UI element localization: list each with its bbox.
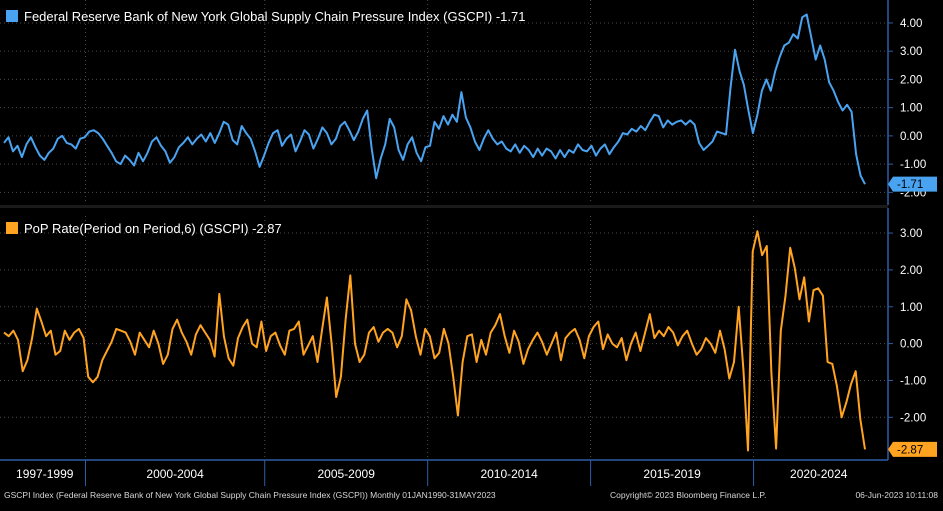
- footer: GSCPI Index (Federal Reserve Bank of New…: [4, 490, 938, 500]
- gscpi-gridlines: [0, 22, 888, 193]
- y-tick-label: 2.00: [900, 265, 922, 277]
- pop-rate-last-value-badge-shape: [888, 441, 937, 457]
- x-tick-label: 1997-1999: [16, 467, 74, 481]
- pop-rate-panel: 3.00 2.00 1.00 0.00 -1.00 -2.00 PoP Rate(Peri…: [0, 208, 937, 460]
- pop-rate-y-ticks: 3.00 2.00 1.00 0.00 -1.00 -2.00: [888, 228, 926, 424]
- y-tick-label: -1.00: [900, 159, 926, 171]
- pop-rate-legend-label: PoP Rate(Period on Period,6) (GSCPI) -2.…: [24, 221, 282, 236]
- pop-rate-gridlines: [0, 232, 888, 418]
- x-tick-label: 2020-2024: [790, 467, 848, 481]
- y-tick-label: 1.00: [900, 302, 922, 314]
- gscpi-last-value-text: -1.71: [897, 179, 923, 191]
- y-tick-label: 1.00: [900, 103, 922, 115]
- gscpi-last-value-badge-shape: [888, 176, 937, 192]
- footer-copyright: Copyright© 2023 Bloomberg Finance L.P.: [610, 490, 766, 500]
- gscpi-legend-label: Federal Reserve Bank of New York Global …: [24, 9, 525, 24]
- pop-rate-last-value-badge: -2.87: [888, 441, 937, 457]
- gscpi-legend: Federal Reserve Bank of New York Global …: [6, 9, 525, 24]
- x-axis-labels: 1997-1999 2000-2004 2005-2009 2010-2014 2015…: [16, 467, 848, 481]
- x-axis: 1997-1999 2000-2004 2005-2009 2010-2014 2015…: [0, 459, 888, 486]
- y-tick-label: 0.00: [900, 339, 922, 351]
- y-tick-label: 4.00: [900, 18, 922, 30]
- pop-rate-legend-swatch: [6, 222, 18, 234]
- x-tick-label: 2000-2004: [146, 467, 204, 481]
- footer-timestamp: 06-Jun-2023 10:11:08: [855, 490, 938, 500]
- x-axis-separators: [84, 460, 755, 486]
- pop-rate-legend: PoP Rate(Period on Period,6) (GSCPI) -2.…: [6, 221, 282, 236]
- gscpi-vertical-gridlines: [84, 0, 755, 202]
- gscpi-last-value-badge: -1.71: [888, 176, 937, 192]
- y-tick-label: -1.00: [900, 375, 926, 387]
- gscpi-panel: 4.003.002.001.000.00-1.00-2.00 Federal R…: [0, 0, 937, 205]
- panel-divider[interactable]: [0, 205, 888, 208]
- gscpi-series-line: [3, 13, 866, 185]
- y-tick-label: 3.00: [900, 228, 922, 240]
- y-tick-label: 3.00: [900, 46, 922, 58]
- y-tick-label: -2.00: [900, 412, 926, 424]
- pop-rate-series-line: [3, 230, 866, 452]
- x-tick-label: 2010-2014: [480, 467, 538, 481]
- footer-source: GSCPI Index (Federal Reserve Bank of New…: [4, 490, 496, 500]
- pop-rate-last-value-text: -2.87: [897, 444, 923, 456]
- y-tick-label: 2.00: [900, 74, 922, 86]
- x-tick-label: 2005-2009: [317, 467, 375, 481]
- y-tick-label: 0.00: [900, 131, 922, 143]
- x-tick-label: 2015-2019: [643, 467, 701, 481]
- gscpi-legend-swatch: [6, 10, 18, 22]
